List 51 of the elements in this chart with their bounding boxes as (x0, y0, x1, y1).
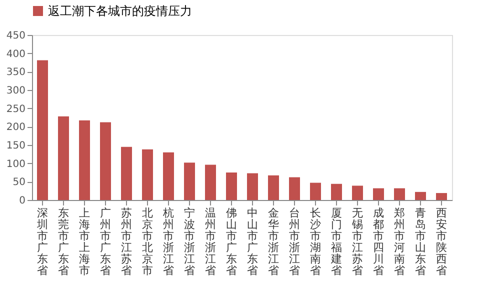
bar (415, 192, 426, 200)
x-tick-label: 厦门市福建省 (330, 206, 342, 277)
x-tick-label: 宁波市浙江省 (184, 206, 195, 277)
x-tick-label: 中山市广东省 (247, 206, 258, 277)
x-tick-label: 广州市广东省 (100, 206, 111, 277)
x-tick-label: 郑州市河南省 (394, 206, 405, 277)
y-tick-label: 50 (12, 177, 26, 188)
bar (289, 177, 300, 200)
bar (163, 152, 174, 200)
x-tick-label: 温州市浙江省 (205, 206, 216, 277)
x-tick-label: 佛山市广东省 (226, 206, 237, 277)
y-tick-label: 300 (6, 86, 26, 96)
bar (121, 146, 132, 200)
x-tick-label: 苏州市江苏省 (121, 206, 132, 277)
bar (247, 173, 258, 200)
x-tick-label: 台州市浙江省 (289, 206, 300, 277)
y-tick-label: 100 (6, 158, 26, 170)
x-tick-label: 深圳市广东省 (36, 206, 48, 277)
x-tick-label: 西安市陕西省 (436, 206, 447, 277)
bar (184, 162, 195, 200)
y-tick-label: 0 (19, 196, 26, 206)
bar (37, 60, 48, 200)
bar (58, 116, 69, 200)
bar (226, 172, 237, 200)
bar (310, 182, 321, 200)
y-tick-label: 200 (6, 122, 26, 134)
bar (142, 149, 153, 200)
bar (268, 175, 279, 200)
y-tick-label: 150 (6, 140, 26, 152)
y-tick-label: 350 (6, 67, 26, 78)
x-tick-label: 北京市北京市 (142, 206, 153, 277)
bar (394, 188, 405, 200)
bar (100, 122, 111, 200)
bar (436, 193, 447, 200)
bar (205, 164, 216, 200)
x-tick-label: 长沙市湖南省 (310, 206, 321, 277)
y-tick-label: 400 (6, 48, 26, 60)
x-tick-label: 青岛市山东省 (415, 206, 426, 277)
x-tick-label: 杭州市浙江省 (162, 206, 174, 277)
y-tick-label: 250 (6, 104, 26, 115)
x-tick-label: 成都市四川省 (373, 206, 384, 277)
bar (331, 184, 342, 200)
x-tick-label: 上海市上海市 (79, 206, 90, 277)
y-tick-label: 450 (6, 30, 26, 42)
bar (373, 188, 384, 200)
x-tick-label: 金华市浙江省 (268, 206, 279, 277)
bar (79, 120, 90, 200)
x-tick-label: 无锡市江苏省 (351, 206, 363, 277)
x-tick-label: 东莞市广东省 (58, 206, 69, 277)
bar (352, 186, 363, 200)
legend-label: 返工潮下各城市的疫情压力 (48, 4, 192, 18)
